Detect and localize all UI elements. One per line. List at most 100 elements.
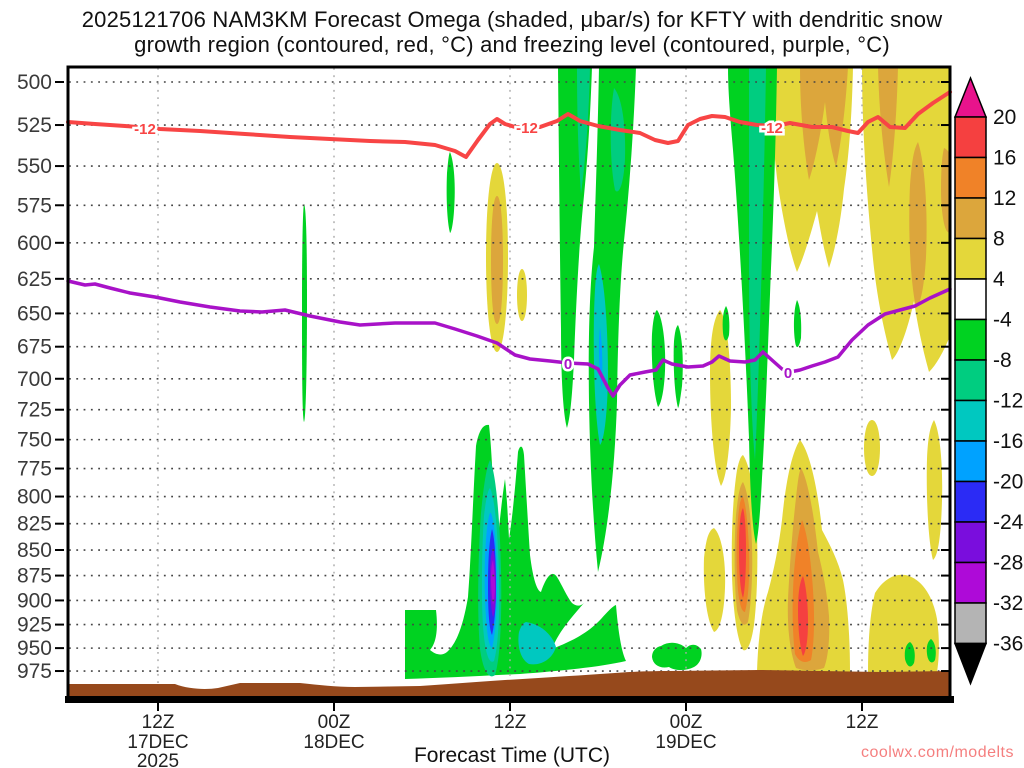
- shaded-region-purple: [491, 560, 495, 605]
- contour-dendritic_growth: [66, 90, 952, 159]
- shaded-region-gold: [909, 142, 927, 308]
- shaded-region-green: [793, 300, 802, 348]
- x-tick-label: 00Z: [670, 712, 703, 733]
- y-tick-label: 875: [17, 565, 52, 588]
- y-tick-label: 675: [17, 336, 52, 359]
- y-tick-label: 975: [17, 660, 52, 683]
- colorbar-tick-label: 20: [993, 106, 1016, 129]
- y-tick-label: 850: [17, 539, 52, 562]
- x-tick-date: 19DEC: [655, 732, 716, 753]
- colorbar-tick-label: -4: [993, 309, 1012, 332]
- terrain: [68, 670, 950, 699]
- shaded-region-yellow: [710, 310, 731, 486]
- y-tick-label: 925: [17, 614, 52, 637]
- shaded-omega-field: [302, 67, 950, 679]
- colorbar-segment: [954, 399, 987, 442]
- x-axis-title: Forecast Time (UTC): [414, 744, 610, 767]
- colorbar-tick-label: -28: [993, 552, 1023, 575]
- colorbar-segment: [954, 359, 987, 402]
- x-axis-bar: [65, 696, 954, 703]
- shaded-region-green: [904, 642, 915, 667]
- colorbar-arrow-top: [953, 75, 988, 118]
- colorbar-segment: [954, 318, 987, 361]
- x-tick-label: 12Z: [494, 712, 527, 733]
- colorbar-tick-label: -36: [993, 633, 1023, 656]
- shaded-region-red: [798, 576, 808, 656]
- colorbar-tick-label: 4: [993, 268, 1005, 291]
- colorbar-tick-label: -8: [993, 349, 1012, 372]
- y-tick-label: 625: [17, 268, 52, 291]
- colorbar-tick-label: 16: [993, 147, 1016, 170]
- colorbar-segment: [954, 237, 987, 280]
- x-tick-label: 12Z: [142, 712, 175, 733]
- colorbar-segment: [954, 156, 987, 199]
- chart-title-line2: growth region (contoured, red, °C) and f…: [134, 32, 890, 57]
- shaded-region-green: [722, 306, 730, 341]
- y-tick-label: 800: [17, 486, 52, 509]
- colorbar-tick-label: 12: [993, 187, 1016, 210]
- gridlines: [69, 68, 949, 696]
- shaded-region-yellow: [864, 420, 880, 476]
- shaded-region-turquoise: [518, 622, 556, 665]
- y-tick-label: 600: [17, 232, 52, 255]
- axis-labels: 500 525 550 575 600 625 650 675 700 725 750 775 800 8…: [17, 71, 879, 768]
- y-tick-label: 825: [17, 513, 52, 536]
- y-tick-label: 575: [17, 194, 52, 217]
- y-tick-label: 900: [17, 589, 52, 612]
- y-tick-label: 500: [17, 71, 52, 94]
- shaded-region-green: [588, 67, 636, 572]
- contour-label-dendritic_growth: -12: [516, 120, 538, 137]
- colorbar-segment: [954, 440, 987, 483]
- colorbar-tick-label: 8: [993, 228, 1005, 251]
- y-tick-label: 775: [17, 458, 52, 481]
- colorbar-tick-label: -20: [993, 471, 1023, 494]
- x-tick-date: 17DEC: [127, 732, 188, 753]
- x-tick-label: 12Z: [846, 712, 879, 733]
- shaded-region-emerald: [610, 88, 626, 192]
- shaded-region-yellow: [926, 420, 943, 560]
- x-tick-year: 2025: [137, 751, 179, 768]
- contour-label-freezing_level: 0: [564, 356, 572, 373]
- contour-label-dendritic_growth: -12: [134, 121, 156, 138]
- x-tick-label: 00Z: [318, 712, 351, 733]
- shaded-region-yellow: [868, 574, 939, 672]
- shaded-region-gold: [800, 67, 848, 180]
- y-tick-label: 725: [17, 399, 52, 422]
- contour-lines: -12 -12 -12 0 0: [66, 90, 952, 398]
- colorbar-segment: [954, 480, 987, 523]
- terrain-layer: [68, 670, 950, 699]
- colorbar-segment: [954, 278, 987, 321]
- colorbar-segment: [954, 116, 987, 159]
- y-tick-label: 650: [17, 302, 52, 325]
- shaded-region-gold: [941, 148, 950, 233]
- y-tick-label: 700: [17, 368, 52, 391]
- plot-frame: [55, 65, 954, 711]
- y-tick-label: 525: [17, 114, 52, 137]
- x-tick-date: 18DEC: [303, 732, 364, 753]
- colorbar-segment: [954, 602, 987, 645]
- shaded-region-emerald: [577, 67, 590, 194]
- shaded-region-green: [446, 152, 455, 233]
- contour-label-freezing_level: 0: [784, 365, 792, 382]
- colorbar-arrow-bottom: [953, 642, 988, 686]
- colorbar: 20 16 12 8 4 -4 -8 -12 -16 -20 -24 -28 -32 -36: [953, 75, 1024, 686]
- colorbar-tick-label: -12: [993, 390, 1023, 413]
- shaded-region-yellow: [517, 269, 527, 321]
- shaded-region-green: [651, 310, 666, 407]
- colorbar-segment: [954, 561, 987, 604]
- chart-title-line1: 2025121706 NAM3KM Forecast Omega (shaded…: [82, 7, 943, 32]
- watermark: coolwx.com/modelts: [861, 744, 1014, 761]
- shaded-region-gold: [491, 196, 503, 324]
- shaded-region-yellow: [703, 528, 726, 632]
- colorbar-segment: [954, 197, 987, 240]
- colorbar-tick-label: -32: [993, 592, 1023, 615]
- contour-label-dendritic_growth: -12: [761, 120, 783, 137]
- contour-freezing_level: [66, 279, 952, 398]
- shaded-region-green: [405, 424, 626, 679]
- colorbar-tick-label: -24: [993, 511, 1024, 534]
- shaded-region-green: [926, 639, 936, 663]
- shaded-region-yellow: [862, 67, 950, 372]
- y-tick-label: 950: [17, 637, 52, 660]
